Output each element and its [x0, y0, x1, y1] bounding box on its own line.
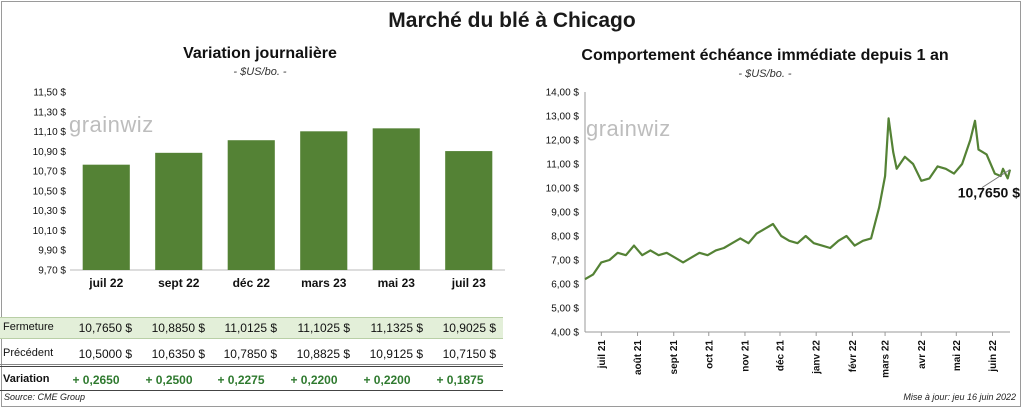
cell: + 0,2200	[290, 373, 338, 387]
y-tick-label: 9,70 $	[38, 266, 66, 277]
x-tick-label: nov 21	[740, 340, 751, 372]
y-tick-label: 11,50 $	[33, 88, 66, 99]
x-tick-label: juin 22	[988, 340, 999, 373]
row-label: Fermeture	[3, 321, 54, 333]
y-tick-label: 10,90 $	[33, 147, 67, 158]
x-category-label: sept 22	[158, 276, 200, 290]
source-note: Source: CME Group	[4, 392, 86, 402]
cell: 10,8825 $	[296, 347, 350, 361]
x-tick-label: avr 22	[917, 340, 928, 369]
table-row-fermeture: Fermeture 10,7650 $ 10,8850 $ 11,0125 $ …	[0, 317, 503, 339]
cell: + 0,2200	[363, 373, 411, 387]
bar-chart-title: Variation journalière	[183, 45, 337, 62]
last-value-leader	[981, 169, 1011, 189]
cell: 10,7650 $	[78, 321, 132, 335]
row-label: Variation	[3, 373, 50, 385]
last-value-label: 10,7650 $	[958, 185, 1020, 201]
cell: + 0,2500	[145, 373, 193, 387]
y-tick-label: 9,00 $	[551, 208, 579, 219]
table-row-variation: Variation + 0,2650 + 0,2500 + 0,2275 + 0…	[0, 370, 503, 390]
line-chart-unit: - $US/bo. -	[738, 68, 792, 80]
cell: 10,9125 $	[369, 347, 423, 361]
table-row-precedent: Précédent 10,5000 $ 10,6350 $ 10,7850 $ …	[0, 344, 503, 365]
bar	[372, 128, 420, 270]
line-chart: 14,00 $ 13,00 $ 12,00 $ 11,00 $ 10,00 $ 9,00 …	[546, 88, 1021, 378]
y-tick-label: 10,10 $	[33, 226, 67, 237]
table-divider	[0, 390, 503, 391]
price-line	[584, 117, 1012, 281]
y-tick-label: 14,00 $	[546, 88, 580, 99]
update-note: Mise à jour: jeu 16 juin 2022	[903, 392, 1016, 402]
x-category-label: déc 22	[233, 276, 271, 290]
y-tick-label: 6,00 $	[551, 280, 579, 291]
bar	[300, 131, 348, 270]
x-tick-label: juil 21	[597, 340, 608, 370]
y-tick-label: 12,00 $	[546, 136, 580, 147]
table-divider	[0, 366, 503, 367]
x-tick-label: oct 21	[704, 340, 715, 369]
x-tick-label: mai 22	[952, 340, 963, 372]
cell: 10,7150 $	[442, 347, 496, 361]
line-chart-title: Comportement échéance immédiate depuis 1…	[581, 47, 949, 64]
y-tick-label: 11,00 $	[546, 160, 579, 171]
y-tick-label: 5,00 $	[551, 304, 579, 315]
y-tick-label: 10,30 $	[33, 206, 67, 217]
cell: 11,1025 $	[297, 321, 351, 335]
x-tick-label: mars 22	[881, 340, 892, 378]
x-category-label: juil 22	[88, 276, 123, 290]
y-tick-label: 8,00 $	[551, 232, 579, 243]
cell: 10,7850 $	[223, 347, 277, 361]
watermark-left: grainwiz	[69, 112, 154, 137]
x-category-label: mai 23	[378, 276, 416, 290]
bar	[227, 140, 275, 270]
cell: 11,1325 $	[370, 321, 424, 335]
bar-chart-unit: - $US/bo. -	[233, 66, 287, 78]
y-tick-label: 9,90 $	[38, 246, 66, 257]
x-category-label: juil 23	[451, 276, 486, 290]
bar	[445, 151, 493, 270]
cell: 10,5000 $	[78, 347, 132, 361]
y-tick-label: 13,00 $	[546, 112, 580, 123]
cell: + 0,1875	[436, 373, 484, 387]
row-label: Précédent	[3, 347, 54, 359]
y-tick-label: 10,70 $	[33, 167, 67, 178]
bar	[155, 152, 203, 270]
cell: + 0,2275	[217, 373, 265, 387]
watermark-right: grainwiz	[586, 116, 671, 141]
x-tick-label: août 21	[633, 340, 644, 375]
x-category-label: mars 23	[301, 276, 347, 290]
x-tick-label: déc 21	[775, 340, 786, 372]
y-tick-label: 10,00 $	[546, 184, 580, 195]
cell: 10,8850 $	[151, 321, 205, 335]
y-tick-label: 11,30 $	[33, 107, 66, 118]
y-tick-label: 11,10 $	[33, 127, 66, 138]
y-tick-label: 7,00 $	[551, 256, 579, 267]
cell: 11,0125 $	[224, 321, 278, 335]
y-tick-label: 4,00 $	[551, 328, 579, 339]
x-tick-label: janv 22	[812, 340, 823, 375]
x-tick-label: sept 21	[669, 340, 680, 375]
bar-chart: 11,50 $ 11,30 $ 11,10 $ 10,90 $ 10,70 $ 10,50…	[33, 88, 505, 290]
y-tick-label: 10,50 $	[33, 186, 67, 197]
main-title: Marché du blé à Chicago	[388, 9, 636, 32]
x-tick-label: févr 22	[848, 340, 859, 373]
cell: + 0,2650	[72, 373, 120, 387]
cell: 10,9025 $	[442, 321, 496, 335]
cell: 10,6350 $	[151, 347, 205, 361]
bar	[82, 164, 130, 270]
